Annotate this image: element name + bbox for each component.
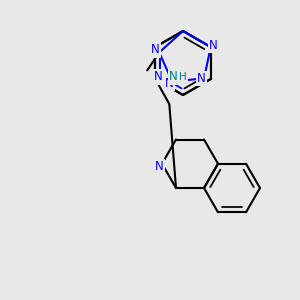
Text: N: N <box>197 72 206 85</box>
Text: N: N <box>154 70 163 83</box>
Text: N: N <box>151 44 160 56</box>
Text: H: H <box>179 72 187 82</box>
Text: N: N <box>169 70 178 83</box>
Text: N: N <box>209 38 218 52</box>
Text: N: N <box>154 160 164 173</box>
Text: N: N <box>165 77 174 90</box>
